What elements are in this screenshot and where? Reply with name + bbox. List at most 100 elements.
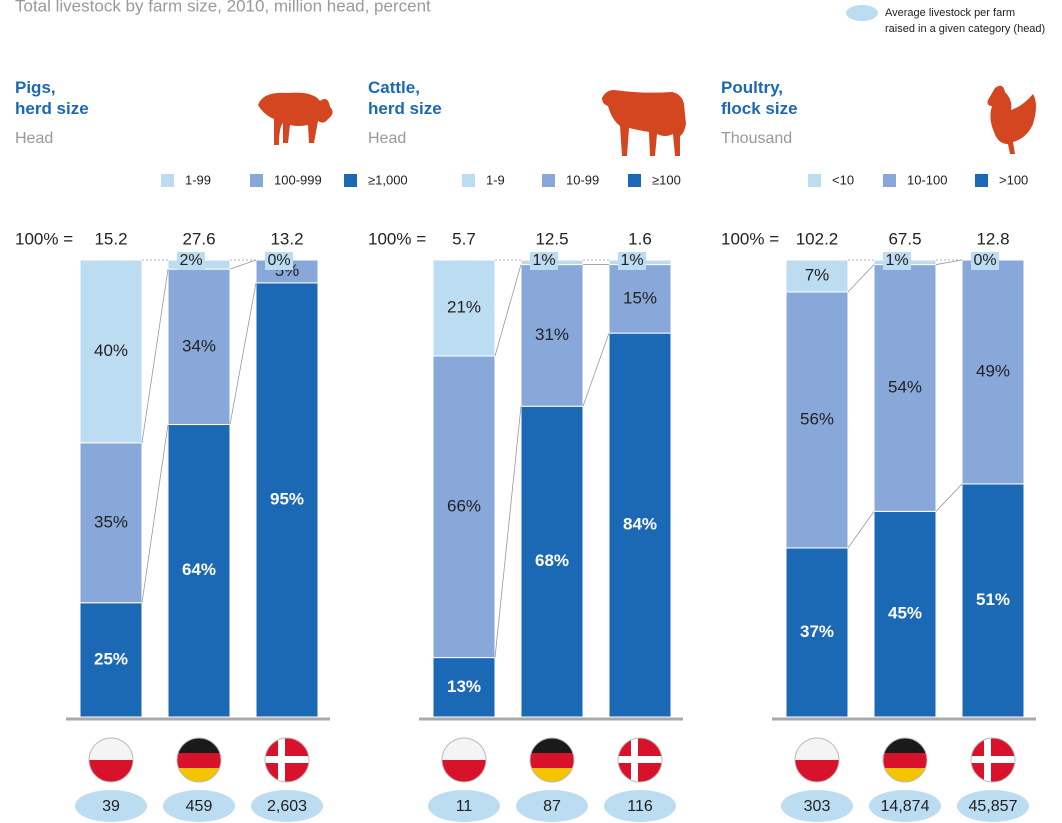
bar-segment (432, 259, 496, 357)
bar-segment (608, 332, 672, 718)
bar-segment (873, 510, 937, 718)
value-label: 68% (535, 551, 569, 570)
bar-segment (432, 657, 496, 718)
value-label: 13% (447, 677, 481, 696)
value-label: 1% (885, 252, 908, 269)
value-label: 0% (267, 252, 290, 269)
value-label: 21% (447, 297, 481, 316)
connector (229, 282, 257, 425)
value-label-box (971, 252, 999, 270)
value-label: 56% (800, 409, 834, 428)
value-label: 1% (620, 252, 643, 269)
value-label: 84% (623, 515, 657, 534)
average-badge (516, 790, 588, 822)
flag-part (89, 760, 133, 782)
panel-title: Poultry, flock size (721, 78, 798, 118)
panel-title: Pigs, herd size (15, 78, 89, 118)
legend-swatch (542, 174, 555, 187)
flag (795, 738, 839, 782)
legend-swatch (161, 174, 174, 187)
total-value: 27.6 (182, 229, 215, 248)
average-value: 303 (804, 798, 831, 815)
flag-part (177, 738, 221, 753)
average-value: 116 (627, 798, 653, 815)
unit-label: Head (15, 130, 54, 147)
flag-part (530, 753, 574, 768)
total-value: 13.2 (270, 229, 303, 248)
legend-swatch (975, 174, 988, 187)
flag (89, 738, 133, 782)
value-label: 49% (976, 361, 1010, 380)
legend-swatch (250, 174, 263, 187)
value-label: 37% (800, 622, 834, 641)
legend-swatch (462, 174, 475, 187)
value-label-box (530, 252, 558, 270)
connector (935, 259, 963, 265)
legend-label: 1-9 (486, 172, 505, 187)
average-badge (75, 790, 147, 822)
bar-segment (167, 424, 231, 718)
total-value: 67.5 (888, 229, 921, 248)
value-label: 64% (182, 560, 216, 579)
flag (177, 738, 221, 782)
flag (530, 738, 574, 782)
flag-part (883, 768, 927, 782)
average-badge (604, 790, 676, 822)
flag-rim (264, 737, 310, 783)
flag (618, 738, 662, 782)
connector (494, 406, 522, 658)
flag (442, 738, 486, 782)
flag (883, 738, 927, 782)
average-badge (781, 790, 853, 822)
value-label: 0% (973, 252, 996, 269)
bar-segment (961, 483, 1025, 718)
total-value: 5.7 (452, 229, 476, 248)
total-value: 12.8 (976, 229, 1009, 248)
legend-swatch (808, 174, 821, 187)
legend-label: <10 (832, 172, 854, 187)
connector (494, 264, 522, 357)
bar-segment (520, 264, 584, 407)
flag-part (971, 756, 1015, 763)
bar-segment (79, 602, 143, 718)
flag-rim (529, 737, 575, 783)
bar-segment (79, 259, 143, 444)
note: Average livestock per farm (885, 7, 1015, 19)
value-label: 66% (447, 496, 481, 515)
average-value: 11 (456, 798, 473, 815)
bar-segment (520, 405, 584, 718)
bar-segment (873, 264, 937, 512)
value-label: 1% (532, 252, 555, 269)
value-label: 40% (94, 341, 128, 360)
flag-rim (617, 737, 663, 783)
average-badge (251, 790, 323, 822)
total-value: 15.2 (94, 229, 127, 248)
total-value: 12.5 (535, 229, 568, 248)
flag-rim (882, 737, 928, 783)
bar-segment (167, 268, 231, 426)
legend-swatch (344, 174, 357, 187)
flag-part (177, 768, 221, 782)
flag-part (442, 760, 486, 782)
animal-icon (258, 92, 333, 145)
connector (847, 511, 875, 549)
legend-label: ≥100 (652, 172, 681, 187)
bar-segment (432, 355, 496, 659)
flag-rim (441, 737, 487, 783)
value-label-box (618, 252, 646, 270)
panel-title: Cattle, herd size (368, 78, 442, 118)
average-badge (428, 790, 500, 822)
value-label-box (177, 252, 205, 270)
flag-part (530, 738, 574, 753)
note-marker (846, 5, 878, 21)
value-label: 31% (535, 325, 569, 344)
flag-part (795, 738, 839, 760)
total-label: 100% = (368, 229, 426, 248)
value-label: 45% (888, 604, 922, 623)
connector (935, 483, 963, 512)
total-value: 102.2 (796, 229, 839, 248)
value-label-box (265, 252, 293, 270)
flag-rim (176, 737, 222, 783)
legend-swatch (883, 174, 896, 187)
